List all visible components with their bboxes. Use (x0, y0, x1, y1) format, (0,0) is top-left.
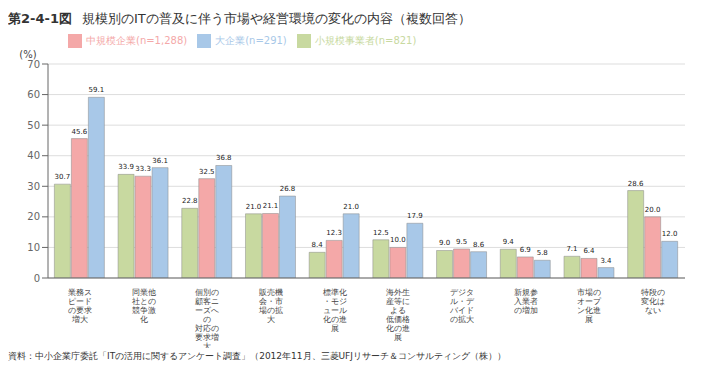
svg-text:海外生産等による低価格化の進展: 海外生産等による低価格化の進展 (386, 288, 410, 342)
svg-text:同業他社との競争激化: 同業他社との競争激化 (132, 288, 156, 324)
svg-text:21.1: 21.1 (263, 202, 279, 210)
svg-text:特段の変化はない: 特段の変化はない (641, 288, 665, 315)
svg-text:12.3: 12.3 (326, 229, 342, 237)
svg-text:20: 20 (27, 211, 40, 222)
svg-text:新規参入業者の増加: 新規参入業者の増加 (514, 288, 538, 315)
svg-text:20.0: 20.0 (645, 206, 661, 214)
svg-text:45.6: 45.6 (72, 128, 88, 136)
svg-text:8.6: 8.6 (473, 241, 485, 249)
svg-text:個別の顧客ニーズへの対応の要求増大: 個別の顧客ニーズへの対応の要求増大 (195, 288, 219, 348)
svg-text:36.1: 36.1 (152, 157, 168, 165)
svg-text:59.1: 59.1 (89, 86, 105, 94)
svg-text:(%): (%) (19, 49, 36, 60)
svg-text:21.0: 21.0 (343, 203, 359, 211)
svg-text:6.9: 6.9 (520, 246, 531, 254)
svg-text:32.5: 32.5 (199, 168, 215, 176)
svg-text:9.0: 9.0 (439, 239, 450, 247)
svg-text:販売機会・市場の拡大: 販売機会・市場の拡大 (258, 288, 283, 324)
svg-text:市場のオープン化進展: 市場のオープン化進展 (577, 288, 602, 324)
svg-text:40: 40 (27, 150, 40, 161)
html-text:規模別のITの普及に伴う市場や経営環境の変化の内容（複数回答: 規模別のITの普及に伴う市場や経営環境の変化の内容（複数回答） (81, 11, 471, 26)
svg-text:0: 0 (34, 273, 40, 284)
html-text:大企業(n=291): 大企業(n=291) (215, 35, 287, 46)
svg-text:36.8: 36.8 (216, 154, 232, 162)
svg-text:10.0: 10.0 (390, 236, 406, 244)
html-text:資料：中小企業庁委託「ITの活用に関するアンケート調査」（2: 資料：中小企業庁委託「ITの活用に関するアンケート調査」（2012年11月、三菱… (8, 351, 506, 361)
svg-text:デジタル・デバイドの拡大: デジタル・デバイドの拡大 (449, 288, 475, 324)
html-text:小規模事業者(n=821): 小規模事業者(n=821) (314, 35, 417, 46)
svg-text:50: 50 (27, 120, 40, 131)
svg-text:33.3: 33.3 (135, 165, 151, 173)
html-text:中規模企業(n=1,288): 中規模企業(n=1,288) (86, 35, 188, 46)
svg-text:26.8: 26.8 (280, 185, 296, 193)
html-text:第2-4-1図: 第2-4-1図 (8, 11, 72, 26)
svg-text:30.7: 30.7 (55, 173, 71, 181)
svg-text:33.9: 33.9 (118, 163, 134, 171)
svg-text:6.4: 6.4 (583, 247, 595, 255)
svg-text:9.5: 9.5 (456, 238, 467, 246)
svg-text:12.0: 12.0 (662, 230, 678, 238)
svg-text:70: 70 (27, 59, 40, 70)
svg-text:7.1: 7.1 (566, 245, 577, 253)
svg-text:60: 60 (27, 89, 40, 100)
svg-text:12.5: 12.5 (373, 229, 389, 237)
svg-text:8.4: 8.4 (312, 241, 324, 249)
svg-text:22.8: 22.8 (182, 197, 198, 205)
svg-text:17.9: 17.9 (407, 212, 423, 220)
svg-text:30: 30 (27, 181, 40, 192)
svg-text:3.4: 3.4 (600, 257, 612, 265)
svg-text:標準化・モジュール化の進展: 標準化・モジュール化の進展 (323, 288, 347, 333)
svg-text:5.8: 5.8 (537, 249, 548, 257)
svg-text:21.0: 21.0 (246, 203, 262, 211)
svg-text:業務スピードの要求増大: 業務スピードの要求増大 (68, 288, 92, 324)
svg-text:10: 10 (27, 242, 40, 253)
svg-text:9.4: 9.4 (503, 238, 515, 246)
svg-text:28.6: 28.6 (628, 180, 644, 188)
